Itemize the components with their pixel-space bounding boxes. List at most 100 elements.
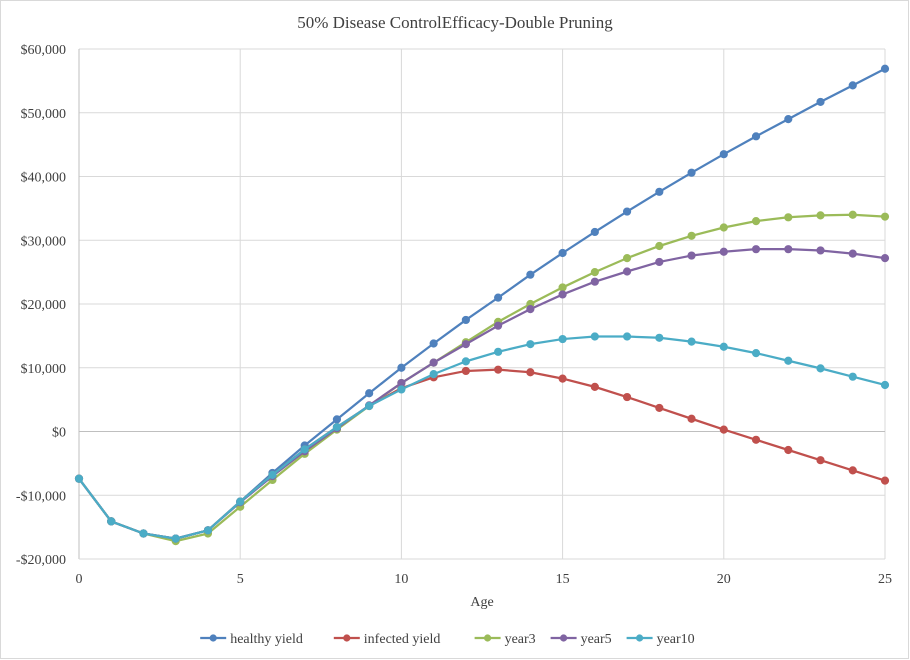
data-point-year10: [751, 348, 761, 358]
y-tick-label: $50,000: [21, 107, 67, 122]
data-point-year5: [590, 277, 599, 286]
x-axis-title: Age: [470, 595, 493, 610]
data-point-healthy-yield: [429, 339, 438, 348]
series-line-year10: [78, 335, 886, 540]
x-tick-label: 5: [237, 572, 244, 587]
legend-item-healthy-yield: healthy yield: [200, 632, 303, 647]
axes: [78, 49, 885, 560]
data-point-year5: [687, 251, 696, 260]
data-point-year3: [719, 223, 728, 232]
legend-swatch-marker: [636, 634, 644, 642]
legend-label: year3: [505, 632, 536, 647]
data-point-year10: [816, 364, 825, 373]
data-point-year5: [622, 267, 632, 276]
y-tick-label: $60,000: [21, 43, 67, 58]
series-layer: [74, 64, 890, 546]
data-point-year10: [622, 332, 632, 341]
data-point-infected-yield: [558, 374, 567, 383]
series-year10: [74, 332, 890, 543]
data-point-year10: [397, 385, 406, 394]
y-tick-label: $30,000: [21, 234, 67, 249]
data-point-infected-yield: [751, 435, 761, 444]
data-point-year10: [74, 474, 84, 483]
data-point-year3: [848, 210, 857, 219]
data-point-year3: [784, 213, 793, 222]
data-point-infected-yield: [880, 476, 890, 485]
data-point-year5: [558, 290, 567, 299]
y-tick-label: -$20,000: [16, 553, 66, 568]
legend-swatch-marker: [560, 634, 568, 642]
data-point-year5: [848, 249, 857, 258]
data-point-infected-yield: [461, 366, 470, 376]
legend: healthy yield infected yield year3 year5 yea…: [200, 632, 695, 647]
data-point-infected-yield: [655, 403, 664, 413]
legend-swatch-marker: [343, 634, 351, 642]
legend-label: year5: [581, 632, 612, 647]
legend-item-year5: year5: [550, 632, 612, 647]
data-point-infected-yield: [590, 382, 599, 391]
legend-swatch-marker: [484, 634, 492, 642]
data-point-year5: [461, 340, 470, 349]
data-point-year10: [139, 529, 148, 538]
data-point-year3: [655, 241, 664, 251]
data-point-healthy-yield: [397, 363, 406, 372]
data-point-healthy-yield: [784, 115, 793, 124]
data-point-year5: [655, 257, 664, 267]
data-point-healthy-yield: [816, 97, 825, 107]
data-point-year5: [816, 246, 825, 255]
legend-label: infected yield: [364, 632, 441, 647]
data-point-year3: [687, 231, 696, 240]
data-point-healthy-yield: [622, 207, 632, 216]
data-point-year5: [526, 305, 535, 314]
y-tick-label: $10,000: [21, 362, 67, 377]
data-point-year10: [526, 340, 535, 349]
data-point-year10: [203, 526, 213, 535]
legend-swatch-marker: [209, 634, 217, 642]
data-point-year3: [590, 268, 599, 277]
data-point-year3: [751, 217, 761, 226]
data-point-year3: [880, 212, 890, 221]
data-point-healthy-yield: [655, 187, 664, 196]
y-tick-label: $20,000: [21, 298, 67, 313]
data-point-infected-yield: [816, 456, 825, 465]
data-point-year5: [719, 247, 728, 256]
data-point-year5: [751, 245, 761, 254]
data-point-year10: [332, 422, 342, 432]
x-tick-label: 10: [394, 572, 408, 587]
data-point-infected-yield: [622, 392, 632, 402]
data-point-infected-yield: [494, 365, 503, 374]
legend-item-year10: year10: [626, 632, 695, 647]
data-point-year3: [816, 211, 825, 220]
data-point-infected-yield: [719, 425, 728, 434]
data-point-year10: [365, 401, 374, 411]
y-tick-label: $0: [52, 426, 66, 441]
x-tick-label: 20: [717, 572, 731, 587]
data-point-year5: [494, 321, 503, 330]
data-point-year3: [558, 283, 567, 292]
tick-labels: -$20,000 -$10,000 $0 $10,000 $20,000 $30,000 $…: [16, 43, 892, 587]
data-point-healthy-yield: [558, 248, 567, 258]
data-point-infected-yield: [848, 466, 857, 475]
data-point-year3: [622, 254, 632, 263]
data-point-year10: [429, 370, 438, 379]
data-point-infected-yield: [687, 414, 696, 423]
y-tick-label: $40,000: [21, 171, 67, 186]
x-tick-label: 25: [878, 572, 892, 587]
data-point-year5: [784, 245, 793, 254]
data-point-healthy-yield: [687, 168, 696, 177]
data-point-year10: [300, 445, 309, 454]
series-line-year3: [78, 213, 886, 543]
data-point-year10: [461, 357, 470, 366]
data-point-year10: [719, 342, 728, 351]
data-point-healthy-yield: [590, 227, 599, 237]
data-point-infected-yield: [784, 445, 793, 455]
data-point-healthy-yield: [848, 81, 857, 90]
data-point-healthy-yield: [365, 389, 374, 398]
data-point-year5: [429, 358, 438, 367]
data-point-healthy-yield: [526, 270, 535, 279]
chart-title: 50% Disease ControlEfficacy-Double Pruni…: [297, 13, 613, 32]
data-point-year5: [880, 254, 890, 263]
data-point-healthy-yield: [494, 293, 503, 302]
